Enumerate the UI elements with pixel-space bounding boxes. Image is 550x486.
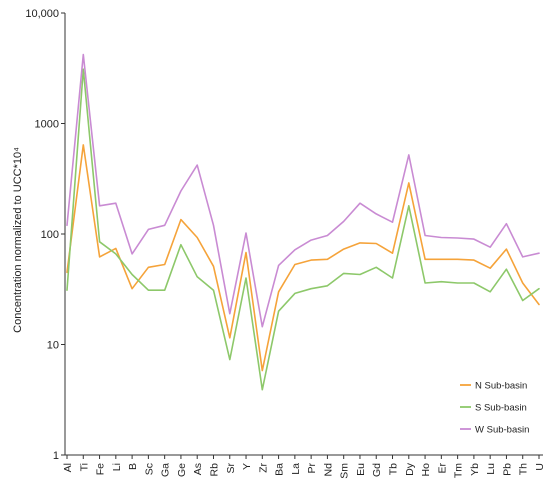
legend-label-s-sub-basin: S Sub-basin xyxy=(475,403,527,414)
x-tick-label: Dy xyxy=(404,462,416,476)
series-line-w-sub-basin xyxy=(66,53,540,328)
x-tick-label: Sr xyxy=(225,462,237,473)
y-tick-label: 100 xyxy=(41,229,59,241)
x-tick-label: Sm xyxy=(339,463,351,479)
legend: N Sub-basin S Sub-basin W Sub-basin xyxy=(460,381,529,436)
y-tick-label: 10,000 xyxy=(25,8,59,20)
x-tick-label: Tm xyxy=(453,463,465,478)
x-tick-label: Nd xyxy=(322,463,334,477)
x-tick-label: Er xyxy=(436,462,448,473)
x-tick-label: Rb xyxy=(208,463,220,477)
x-tick-label: La xyxy=(290,463,302,475)
x-tick-label: Ba xyxy=(274,463,286,476)
x-tick-label: Ga xyxy=(160,463,172,477)
x-tick-label: Th xyxy=(518,463,530,475)
x-tick-label: Yb xyxy=(469,463,481,476)
x-tick-label: Zr xyxy=(257,463,269,473)
x-tick-label: Tb xyxy=(388,463,400,475)
y-tick-label: 1000 xyxy=(35,119,59,131)
x-tick-label: Pb xyxy=(501,463,513,476)
x-tick-label: Ti xyxy=(78,463,90,471)
legend-label-w-sub-basin: W Sub-basin xyxy=(475,425,529,436)
y-tick-label: 1 xyxy=(53,450,59,462)
x-tick-label: Al xyxy=(62,463,74,472)
series-lines xyxy=(66,53,540,391)
x-tick-label: Sc xyxy=(143,463,155,475)
x-tick-label: Li xyxy=(111,463,123,471)
x-tick-label: Ge xyxy=(176,463,188,477)
x-tick-label: Gd xyxy=(371,463,383,477)
x-tick-label: As xyxy=(192,463,204,475)
x-axis: Al Ti Fe Li B Sc Ga Ge As Rb Sr Y Zr Ba La Pr Nd Sm Eu Gd Tb… xyxy=(62,454,546,479)
x-tick-label: Pr xyxy=(306,462,318,473)
x-tick-label: Lu xyxy=(485,463,497,475)
y-axis-label: Concentration normalized to UCC*10⁴ xyxy=(12,147,24,333)
x-tick-label: U xyxy=(534,463,546,471)
y-axis: 1 10 100 1000 10,000 xyxy=(25,8,66,462)
x-tick-label: Ho xyxy=(420,463,432,477)
series-line-s-sub-basin xyxy=(66,68,540,391)
x-tick-label: Eu xyxy=(355,463,367,476)
series-line-n-sub-basin xyxy=(66,144,540,372)
y-tick-label: 10 xyxy=(47,340,59,352)
x-tick-label: Y xyxy=(241,463,253,470)
x-tick-label: B xyxy=(127,463,139,470)
x-tick-label: Fe xyxy=(95,463,107,475)
legend-label-n-sub-basin: N Sub-basin xyxy=(475,381,527,392)
